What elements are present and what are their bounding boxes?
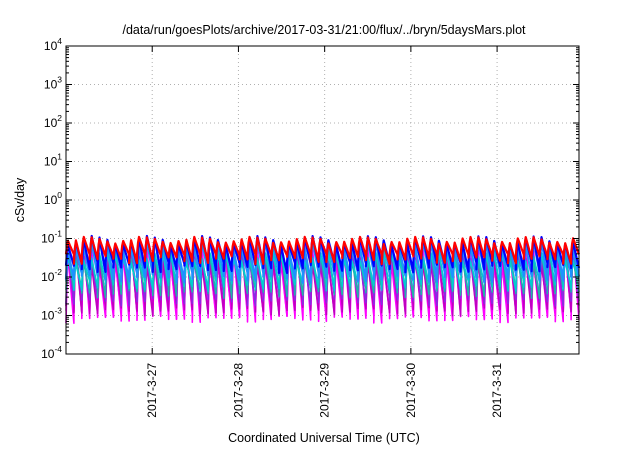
y-tick-label: 101	[44, 152, 62, 169]
x-axis-label: Coordinated Universal Time (UTC)	[228, 431, 420, 445]
x-axis: 2017-3-27 2017-3-28 2017-3-29 2017-3-30 2017…	[145, 46, 504, 418]
y-tick-label: 102	[44, 113, 62, 130]
x-tick-label: 2017-3-30	[404, 363, 418, 418]
y-tick-label: 103	[44, 75, 62, 92]
x-tick-label: 2017-3-29	[318, 363, 332, 418]
x-tick-label: 2017-3-27	[145, 363, 159, 418]
x-tick-label: 2017-3-31	[490, 363, 504, 418]
y-tick-label: 10-2	[41, 267, 62, 284]
series-layer	[64, 234, 581, 325]
grid	[66, 46, 579, 354]
x-tick-label: 2017-3-28	[231, 363, 245, 418]
y-tick-label: 10-1	[41, 229, 62, 246]
chart-title: /data/run/goesPlots/archive/2017-03-31/2…	[122, 23, 526, 37]
y-tick-label: 10-3	[41, 306, 62, 323]
y-tick-label: 104	[44, 36, 62, 53]
y-axis-label: cSv/day	[13, 177, 27, 222]
y-tick-label: 100	[44, 190, 62, 207]
series-line	[64, 235, 581, 266]
y-tick-label: 10-4	[41, 344, 62, 361]
